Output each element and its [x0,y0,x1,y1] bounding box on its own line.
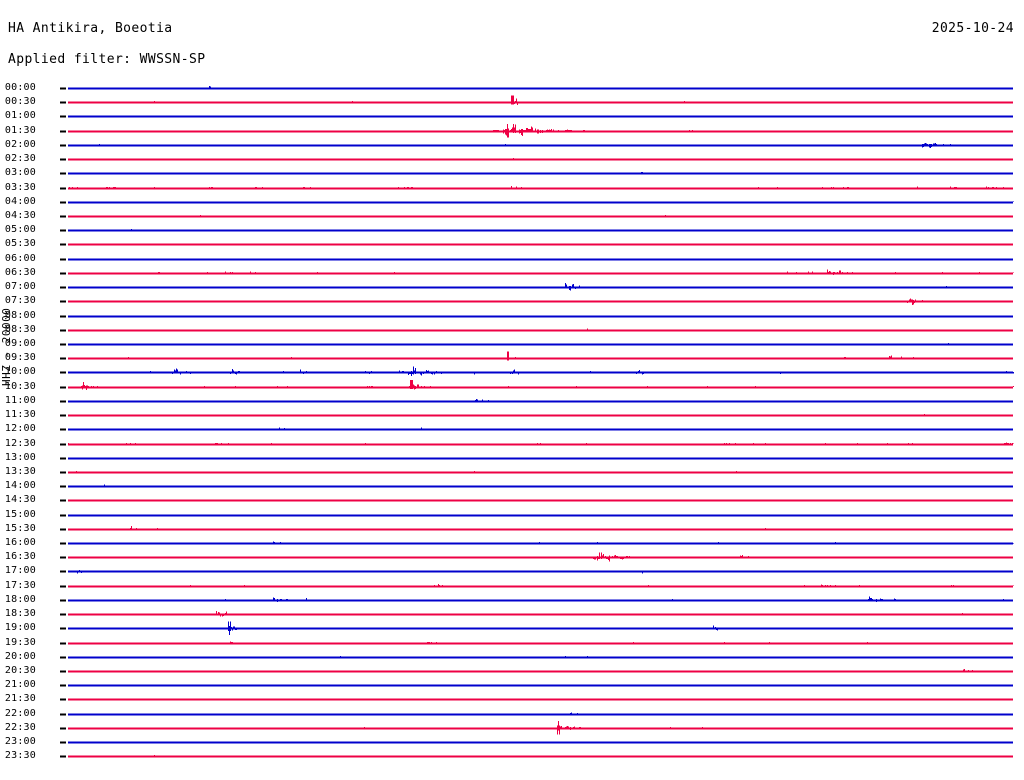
time-tick-label: 10:30 [4,380,36,392]
time-tick-label: 01:00 [4,110,36,122]
time-tick-label: 05:00 [4,224,36,236]
time-tick-label: 14:30 [4,494,36,506]
time-tick-label: 16:00 [4,537,36,549]
time-tick-label: 06:00 [4,252,36,264]
time-axis-labels: 00:00 00:30 01:00 01:30 02:00 02:30 03:00 03:30… [0,0,60,780]
time-tick-label: 01:30 [4,124,36,136]
time-tick-label: 05:30 [4,238,36,250]
time-tick-label: 04:00 [4,195,36,207]
time-tick-label: 19:30 [4,636,36,648]
time-tick-label: 09:30 [4,352,36,364]
time-tick-label: 11:00 [4,394,36,406]
time-tick-label: 21:30 [4,693,36,705]
date-label: 2025-10-24 [931,21,1014,36]
time-tick-label: 11:30 [4,409,36,421]
time-tick-label: 12:00 [4,423,36,435]
time-tick-label: 09:00 [4,337,36,349]
time-tick-label: 19:00 [4,622,36,634]
time-tick-label: 08:00 [4,309,36,321]
time-tick-label: 00:00 [4,82,36,93]
time-tick-label: 14:00 [4,480,36,492]
time-tick-label: 07:30 [4,295,36,307]
time-tick-label: 22:30 [4,721,36,733]
time-tick-label: 23:00 [4,736,36,748]
time-tick-label: 00:30 [4,96,36,108]
time-tick-label: 20:00 [4,650,36,662]
time-tick-label: 12:30 [4,437,36,449]
time-tick-label: 13:00 [4,451,36,463]
time-tick-label: 10:00 [4,366,36,378]
time-tick-label: 16:30 [4,551,36,563]
time-tick-label: 18:00 [4,593,36,605]
time-tick-label: 03:00 [4,167,36,179]
time-tick-label: 20:30 [4,665,36,677]
time-tick-label: 06:30 [4,266,36,278]
time-tick-label: 02:30 [4,153,36,165]
page-title: HA Antikira, Boeotia [8,21,173,36]
time-tick-label: 13:30 [4,465,36,477]
time-tick-label: 17:30 [4,579,36,591]
time-tick-label: 22:00 [4,707,36,719]
time-tick-label: 04:30 [4,209,36,221]
time-tick-label: 17:00 [4,565,36,577]
applied-filter-label: Applied filter: WWSSN-SP [8,52,206,67]
seismogram-trace [68,366,1014,377]
time-tick-label: 15:00 [4,508,36,520]
time-tick-label: 07:00 [4,281,36,293]
time-tick-label: 15:30 [4,522,36,534]
time-tick-label: 02:00 [4,138,36,150]
time-tick-label: 23:30 [4,750,36,762]
time-tick-label: 18:30 [4,608,36,620]
time-tick-label: 08:30 [4,323,36,335]
time-tick-label: 21:00 [4,679,36,691]
time-tick-label: 03:30 [4,181,36,193]
